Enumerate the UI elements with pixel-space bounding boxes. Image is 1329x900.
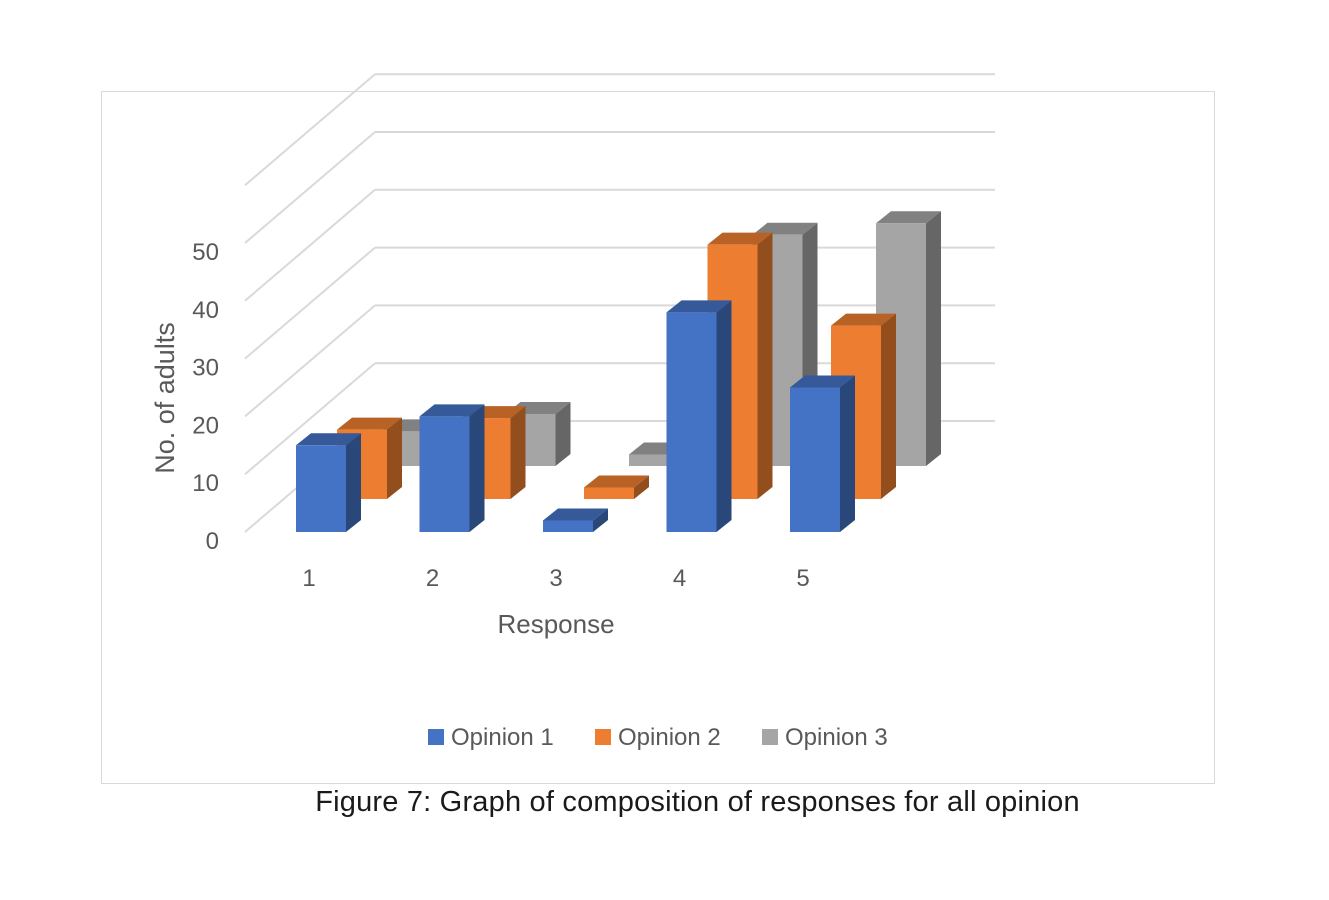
legend-label: Opinion 1 [451, 724, 554, 751]
legend-swatch [595, 729, 611, 745]
bar-opinion-1-1 [296, 433, 361, 532]
bar-opinion-1-4 [666, 300, 732, 532]
legend-item-opinion-3: Opinion 3 [762, 724, 888, 751]
x-tick-label: 5 [796, 565, 809, 592]
y-tick-label: 10 [192, 470, 219, 497]
bar-opinion-1-5 [790, 375, 855, 532]
x-axis-label: Response [497, 609, 614, 639]
y-tick-label: 50 [192, 239, 219, 266]
y-tick-label: 20 [192, 412, 219, 439]
y-tick-label: 40 [192, 297, 219, 324]
y-axis-label: No. of adults [150, 322, 180, 474]
figure-caption: Figure 7: Graph of composition of respon… [315, 786, 1080, 818]
axis-ticks: 0 10 20 30 40 50 1 2 3 4 5 [192, 239, 809, 592]
bar-opinion-1-2 [419, 404, 485, 532]
x-tick-label: 1 [302, 565, 315, 592]
legend: Opinion 1 Opinion 2 Opinion 3 [428, 724, 888, 751]
legend-swatch [428, 729, 444, 745]
legend-item-opinion-1: Opinion 1 [428, 724, 554, 751]
legend-item-opinion-2: Opinion 2 [595, 724, 721, 751]
x-tick-label: 4 [673, 565, 686, 592]
gridline-40 [244, 188, 995, 302]
gridline-50 [244, 131, 995, 244]
bar-opinion-1-3 [543, 508, 608, 532]
bars [296, 211, 941, 532]
y-tick-label: 30 [192, 355, 219, 382]
gridline-60 [244, 73, 995, 186]
legend-label: Opinion 2 [618, 724, 721, 751]
y-tick-label: 0 [206, 528, 219, 555]
legend-label: Opinion 3 [785, 724, 888, 751]
bar-opinion-2-3 [584, 475, 649, 499]
legend-swatch [762, 729, 778, 745]
x-tick-label: 2 [426, 565, 439, 592]
x-tick-label: 3 [549, 565, 562, 592]
